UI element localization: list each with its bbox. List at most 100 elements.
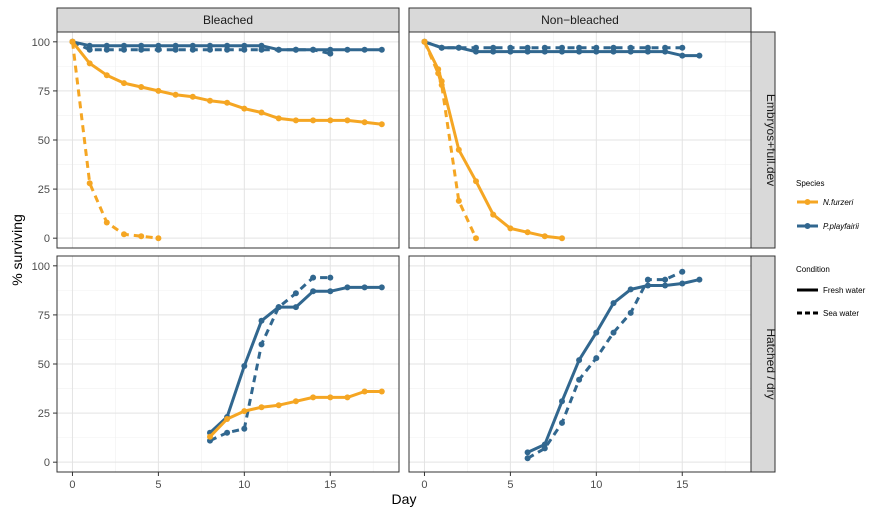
- data-point: [344, 46, 351, 53]
- facet-panel: [408, 31, 752, 249]
- data-point: [138, 233, 145, 240]
- panel-border: [408, 31, 752, 249]
- legend-species: Species N.furzeri P.playfairii: [796, 179, 859, 231]
- x-tick-label: 15: [676, 479, 688, 491]
- data-point: [207, 97, 213, 104]
- y-tick-label: 0: [44, 233, 50, 245]
- data-point: [224, 99, 231, 106]
- data-point: [172, 91, 179, 98]
- data-point: [103, 219, 110, 226]
- data-point: [644, 44, 651, 51]
- data-point: [86, 180, 93, 187]
- data-point: [541, 44, 548, 51]
- data-point: [524, 449, 531, 456]
- data-point: [327, 50, 334, 57]
- data-point: [378, 121, 385, 128]
- data-point: [679, 268, 686, 275]
- data-point: [258, 109, 265, 116]
- data-point: [593, 329, 600, 336]
- y-tick-label: 0: [44, 457, 50, 469]
- data-point: [524, 229, 531, 236]
- data-point: [121, 231, 127, 238]
- data-point: [275, 402, 282, 409]
- data-point: [662, 276, 669, 283]
- x-axis-title: Day: [392, 491, 417, 507]
- data-point: [378, 46, 385, 53]
- x-tick-label: 10: [590, 479, 602, 491]
- data-point: [559, 235, 565, 242]
- data-point: [679, 280, 686, 287]
- data-point: [172, 46, 179, 53]
- y-tick-label: 25: [38, 184, 50, 196]
- legend-species-item: P.playfairii: [797, 222, 859, 231]
- facet-strip-row-label: Embryos+full.dev: [764, 94, 778, 186]
- data-point: [344, 117, 351, 124]
- data-point: [310, 46, 317, 53]
- data-point: [361, 284, 368, 291]
- data-point: [610, 300, 617, 307]
- legend-condition-item: Sea water: [797, 309, 859, 318]
- data-point: [155, 87, 162, 94]
- facet-strip-column: [408, 7, 752, 33]
- data-point: [189, 93, 196, 100]
- data-point: [241, 105, 248, 112]
- data-point: [310, 288, 317, 295]
- series-line: [71, 40, 331, 56]
- data-point: [438, 44, 445, 51]
- data-point: [344, 284, 351, 291]
- data-point: [344, 394, 351, 401]
- data-point: [455, 197, 462, 204]
- y-tick-label: 100: [32, 37, 50, 49]
- x-tick-label: 15: [324, 479, 336, 491]
- data-point: [524, 455, 531, 462]
- data-point: [327, 117, 334, 124]
- data-point: [327, 288, 334, 295]
- data-point: [490, 211, 497, 218]
- series-group: [69, 38, 334, 57]
- data-point: [292, 46, 299, 53]
- data-point: [292, 398, 299, 405]
- series-group: [207, 274, 334, 444]
- data-point: [679, 44, 686, 51]
- data-point: [207, 433, 213, 440]
- data-point: [696, 52, 703, 59]
- data-point: [361, 119, 368, 126]
- data-point: [258, 341, 265, 348]
- data-point: [121, 80, 127, 87]
- data-point: [241, 363, 248, 369]
- data-point: [258, 46, 265, 53]
- data-point: [378, 388, 385, 395]
- x-tick-label: 10: [238, 479, 250, 491]
- data-point: [103, 72, 110, 79]
- data-point: [473, 44, 479, 51]
- data-point: [224, 429, 231, 436]
- data-point: [275, 46, 282, 53]
- y-tick-label: 75: [38, 310, 50, 322]
- data-point: [378, 284, 385, 291]
- data-point: [455, 44, 462, 51]
- data-layer: [69, 38, 703, 462]
- data-point: [292, 117, 299, 124]
- data-point: [361, 388, 368, 395]
- legend-species-title: Species: [796, 179, 824, 188]
- data-point: [241, 46, 248, 53]
- legend-condition-label: Fresh water: [823, 286, 866, 295]
- facet-strip-row: [750, 255, 776, 473]
- data-point: [593, 355, 600, 362]
- x-tick-label: 5: [155, 479, 161, 491]
- data-point: [679, 52, 686, 59]
- facet-strip-column-label: Non−bleached: [541, 13, 619, 27]
- series-group: [207, 388, 385, 440]
- data-point: [258, 317, 265, 324]
- data-point: [541, 233, 548, 240]
- data-point: [627, 44, 634, 51]
- data-point: [292, 304, 299, 311]
- data-point: [155, 235, 162, 242]
- series-group: [421, 38, 479, 242]
- data-point: [610, 44, 617, 51]
- legend-species-swatch-point: [804, 199, 811, 205]
- y-tick-label: 100: [32, 261, 50, 273]
- data-point: [224, 46, 231, 53]
